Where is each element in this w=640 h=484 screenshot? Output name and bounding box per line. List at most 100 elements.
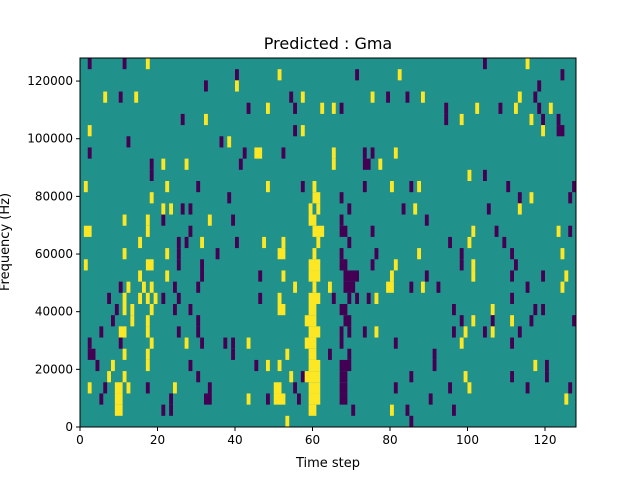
heatmap-cell-high: [277, 359, 282, 372]
heatmap-cell-high: [490, 326, 495, 338]
heatmap-cell-low: [254, 359, 259, 372]
heatmap-cell-low: [188, 225, 193, 237]
heatmap-cell-low: [432, 359, 437, 372]
heatmap-cell-high: [138, 236, 142, 249]
heatmap-cell-low: [409, 371, 414, 383]
heatmap-cell-high: [390, 404, 394, 416]
heatmap-cell-low: [118, 281, 123, 293]
heatmap-cell-low: [405, 91, 410, 103]
heatmap-cell-low: [95, 359, 100, 372]
heatmap-cell-low: [196, 281, 201, 293]
heatmap-cell-low: [351, 404, 356, 416]
y-tick-label: 120000: [27, 74, 73, 88]
heatmap-cell-high: [266, 181, 270, 193]
heatmap-cell-high: [300, 91, 305, 103]
heatmap-cell-low: [339, 259, 348, 271]
x-axis: 0 20 40 60 80 100 120: [76, 427, 556, 447]
heatmap-cell-low: [227, 192, 232, 204]
heatmap-cell-low: [246, 102, 251, 114]
heatmap-cell-low: [281, 147, 286, 159]
heatmap-cell-low: [483, 169, 487, 181]
heatmap-cell-low: [541, 270, 545, 282]
y-tick-label: 40000: [35, 305, 73, 319]
heatmap-cell-high: [417, 181, 421, 193]
heatmap-cell-low: [297, 393, 301, 405]
heatmap-cell-high: [122, 304, 127, 316]
heatmap-cell-high: [161, 158, 166, 170]
heatmap-cell-low: [510, 371, 514, 383]
heatmap-cell-low: [483, 326, 487, 338]
heatmap-cell-high: [517, 91, 522, 103]
heatmap-cell-low: [405, 404, 410, 416]
heatmap-cell-low: [200, 259, 204, 271]
x-tick-label: 80: [382, 433, 397, 447]
heatmap-cell-high: [277, 304, 286, 316]
heatmap-cell-low: [200, 270, 204, 282]
heatmap-cell-low: [436, 281, 441, 293]
heatmap-cell-low: [196, 326, 201, 338]
heatmap-cell-low: [498, 102, 503, 114]
heatmap-cell-low: [149, 169, 154, 181]
heatmap-cell-low: [374, 248, 379, 260]
heatmap-cell-low: [502, 236, 507, 249]
heatmap-cell-high: [149, 192, 154, 204]
heatmap-cell-low: [200, 337, 204, 349]
heatmap-cell-low: [111, 315, 115, 327]
heatmap-cell-low: [572, 315, 576, 327]
heatmap-cell-low: [161, 214, 166, 226]
heatmap-cell-low: [510, 270, 514, 282]
heatmap-cell-low: [347, 203, 352, 215]
heatmap-cell-high: [87, 125, 92, 137]
heatmap-cell-high: [165, 270, 170, 282]
heatmap-cell-low: [424, 214, 429, 226]
heatmap-cell-high: [564, 393, 569, 405]
heatmap-cell-high: [277, 69, 282, 81]
heatmap-cell-high: [149, 337, 154, 349]
heatmap-cell-low: [568, 225, 573, 237]
heatmap-cell-low: [409, 181, 414, 193]
heatmap-cell-low: [180, 203, 185, 215]
heatmap-cell-high: [378, 158, 383, 170]
heatmap-cell-low: [223, 337, 228, 349]
heatmap-cell-low: [452, 404, 456, 416]
heatmap-cell-low: [424, 270, 429, 282]
heatmap-cell-high: [331, 102, 336, 114]
heatmap-cell-high: [308, 404, 317, 416]
heatmap-cell-high: [111, 359, 115, 372]
heatmap-cell-low: [533, 91, 538, 103]
heatmap-cell-high: [145, 58, 150, 70]
heatmap-cell-high: [122, 214, 127, 226]
heatmap-cell-low: [486, 203, 491, 215]
heatmap-cell-high: [393, 147, 398, 159]
heatmap-cell-high: [397, 69, 402, 81]
heatmap-cell-low: [448, 382, 452, 394]
heatmap-cell-high: [138, 270, 142, 282]
heatmap-cell-high: [122, 348, 127, 360]
heatmap-cell-high: [467, 382, 472, 394]
heatmap-cell-high: [304, 371, 321, 383]
heatmap-cell-high: [320, 102, 325, 114]
heatmap-cell-high: [525, 58, 530, 70]
heatmap-cell-high: [145, 259, 154, 271]
heatmap-cell-low: [556, 125, 565, 137]
y-tick-label: 60000: [35, 247, 73, 261]
heatmap-cell-high: [246, 337, 251, 349]
y-tick-label: 80000: [35, 189, 73, 203]
heatmap-cell-high: [308, 214, 317, 226]
heatmap-cell-high: [390, 270, 394, 282]
heatmap-cell-high: [285, 348, 290, 360]
heatmap-cell-high: [130, 304, 135, 316]
heatmap-cell-high: [200, 236, 204, 249]
heatmap-cell-high: [560, 281, 565, 293]
heatmap-cell-low: [490, 315, 495, 327]
heatmap-cell-low: [401, 203, 406, 215]
heatmap-cell-low: [87, 337, 92, 349]
heatmap-cell-high: [153, 292, 158, 304]
heatmap-cell-low: [432, 348, 437, 360]
heatmap-cell-high: [273, 393, 286, 405]
heatmap-cell-high: [254, 147, 263, 159]
heatmap-cell-high: [114, 393, 123, 405]
heatmap-cell-high: [459, 337, 464, 349]
heatmap-cell-low: [300, 371, 305, 383]
